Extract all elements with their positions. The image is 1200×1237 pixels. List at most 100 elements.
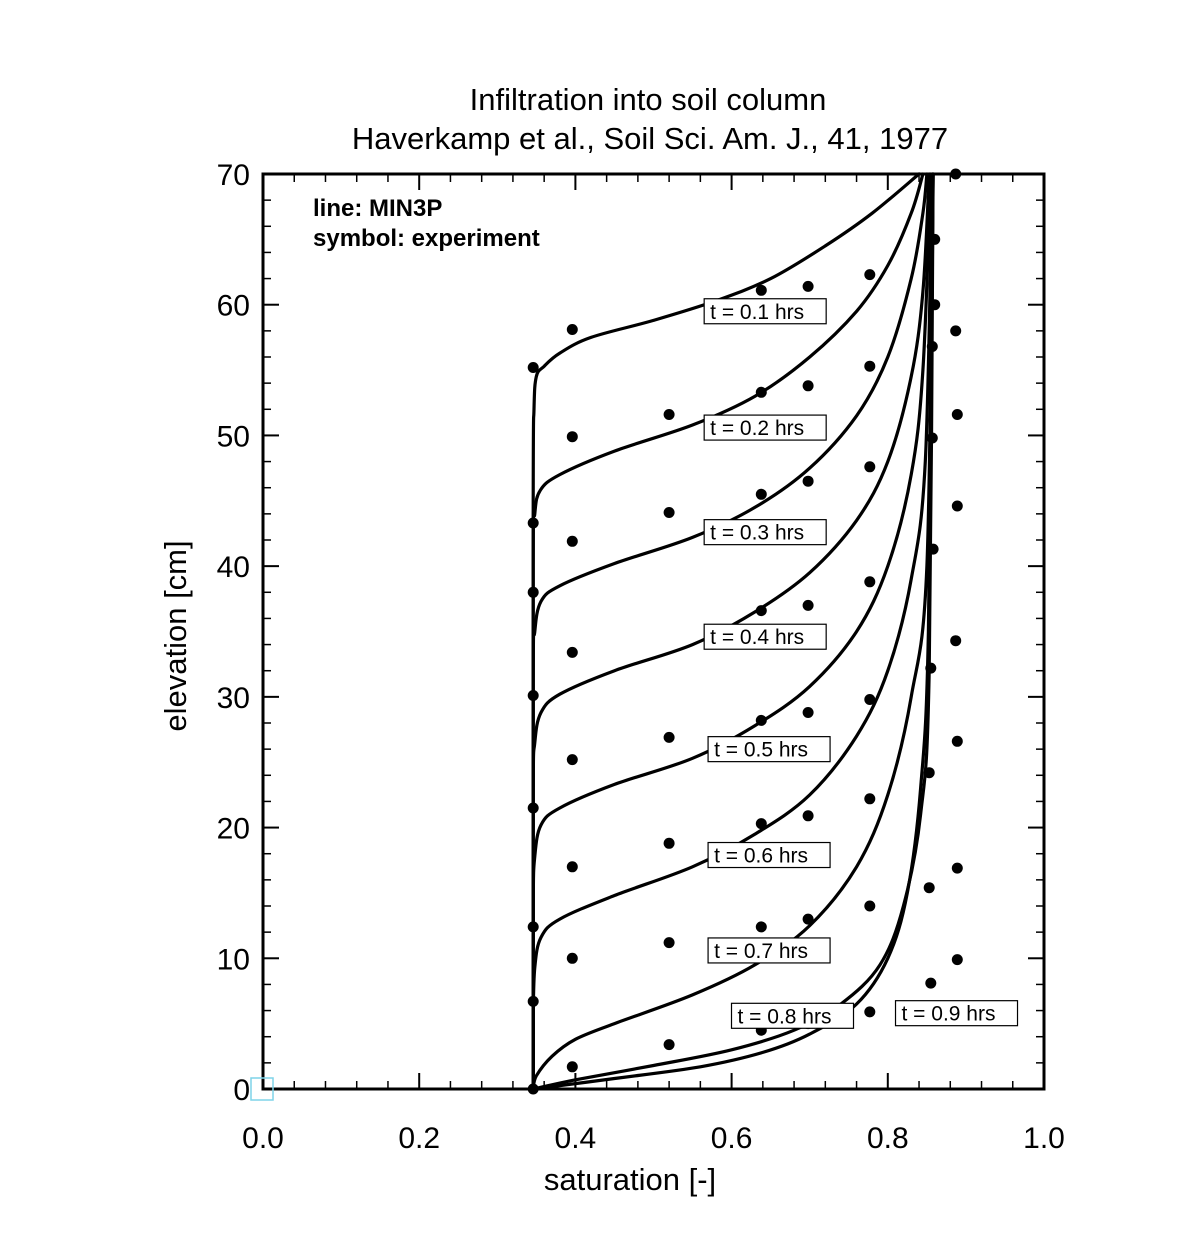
- data-point: [566, 646, 578, 658]
- curve-label-box: [703, 298, 827, 325]
- curve-label-text: t = 0.9 hrs: [902, 1003, 996, 1026]
- curve-label-box: [703, 414, 827, 441]
- chart-subtitle: Haverkamp et al., Soil Sci. Am. J., 41, …: [352, 121, 948, 156]
- data-point: [663, 837, 675, 849]
- y-tick-label: 60: [217, 290, 250, 323]
- chart-title: Infiltration into soil column: [470, 82, 827, 117]
- data-point: [802, 913, 814, 925]
- data-point: [802, 280, 814, 292]
- data-point: [864, 461, 876, 473]
- x-tick-label: 0.0: [242, 1122, 284, 1155]
- data-point: [950, 325, 962, 337]
- curve-label-box: [707, 841, 831, 869]
- y-tick-label: 0: [233, 1074, 250, 1107]
- curve-label: t = 0.2 hrs: [703, 414, 827, 441]
- curve-label-box: [707, 736, 831, 763]
- data-point: [951, 409, 963, 420]
- x-tick-label: 1.0: [1023, 1122, 1065, 1155]
- x-tick-label: 0.6: [711, 1122, 753, 1155]
- curve-label: t = 0.7 hrs: [707, 937, 831, 964]
- y-tick-label: 40: [217, 551, 250, 584]
- data-point: [755, 605, 767, 617]
- data-point: [663, 731, 675, 743]
- curve-label-text: t = 0.4 hrs: [710, 626, 804, 649]
- data-point: [864, 269, 876, 281]
- data-point: [663, 937, 675, 949]
- data-point: [925, 662, 937, 674]
- data-point: [566, 324, 578, 335]
- data-point: [802, 599, 814, 611]
- data-point: [663, 409, 675, 420]
- curve-label-text: t = 0.1 hrs: [710, 301, 804, 324]
- data-point: [864, 900, 876, 912]
- data-point: [951, 735, 963, 747]
- data-point: [527, 690, 539, 701]
- data-point: [527, 921, 539, 933]
- curve-label-text: t = 0.7 hrs: [714, 940, 808, 963]
- data-point: [755, 714, 767, 726]
- data-point: [929, 233, 941, 245]
- data-point: [951, 500, 963, 512]
- x-axis-label: saturation [-]: [544, 1162, 716, 1197]
- data-point: [802, 475, 814, 487]
- curve-label-text: t = 0.8 hrs: [738, 1005, 832, 1028]
- x-tick-label: 0.4: [555, 1122, 597, 1155]
- legend-line-entry: line: MIN3P: [313, 195, 442, 222]
- data-point: [925, 977, 937, 989]
- curve-label: t = 0.6 hrs: [707, 841, 831, 869]
- data-point: [951, 954, 963, 966]
- data-point: [864, 360, 876, 372]
- curve-label: t = 0.1 hrs: [703, 298, 827, 325]
- data-point: [923, 767, 935, 779]
- x-tick-label: 0.2: [398, 1122, 440, 1155]
- curve-label-text: t = 0.3 hrs: [710, 522, 804, 545]
- data-point: [927, 543, 939, 555]
- series-line-7: [531, 172, 935, 1091]
- data-point: [926, 341, 938, 352]
- data-point: [755, 284, 767, 296]
- data-point: [926, 432, 938, 444]
- data-point: [527, 995, 539, 1007]
- data-point: [802, 380, 814, 392]
- series-line-9: [531, 172, 935, 1091]
- data-point: [566, 535, 578, 547]
- y-tick-label: 10: [217, 943, 250, 976]
- curve-label-box: [707, 937, 831, 964]
- data-point: [566, 861, 578, 873]
- data-point: [950, 635, 962, 647]
- data-point: [755, 386, 767, 398]
- legend-symbol-entry: symbol: experiment: [313, 225, 540, 252]
- data-point: [527, 362, 539, 373]
- data-point: [566, 952, 578, 964]
- data-point: [527, 802, 539, 814]
- data-point: [951, 862, 963, 874]
- data-point: [929, 299, 941, 311]
- curve-label: t = 0.3 hrs: [703, 519, 827, 546]
- y-tick-label: 20: [217, 813, 250, 846]
- series-line-2: [531, 172, 925, 1091]
- plot-frame: [261, 172, 1046, 1091]
- data-point: [566, 431, 578, 443]
- series-line-5: [531, 172, 933, 1091]
- data-point: [755, 921, 767, 933]
- data-point: [663, 1039, 675, 1051]
- y-tick-label: 30: [217, 682, 250, 715]
- data-point: [864, 694, 876, 705]
- data-point: [923, 882, 935, 894]
- curve-label-box: [703, 623, 827, 650]
- curve-label: t = 0.8 hrs: [730, 1002, 855, 1029]
- y-axis-label: elevation [cm]: [158, 540, 193, 731]
- data-point: [566, 1061, 578, 1073]
- curve-label: t = 0.5 hrs: [707, 736, 831, 763]
- data-point: [527, 517, 539, 529]
- data-point: [802, 707, 814, 718]
- data-point: [864, 1006, 876, 1018]
- data-point: [864, 576, 876, 588]
- axis-ticks: 0.0 0.2 0.4 0.6 0.8 1.0 0 10 20 30 40 50 60 70: [217, 159, 1065, 1155]
- series-line-3: [531, 172, 929, 1091]
- curve-label-box: [730, 1002, 855, 1029]
- curve-label: t = 0.4 hrs: [703, 623, 827, 650]
- data-point: [755, 818, 767, 830]
- curve-label-text: t = 0.5 hrs: [714, 739, 808, 762]
